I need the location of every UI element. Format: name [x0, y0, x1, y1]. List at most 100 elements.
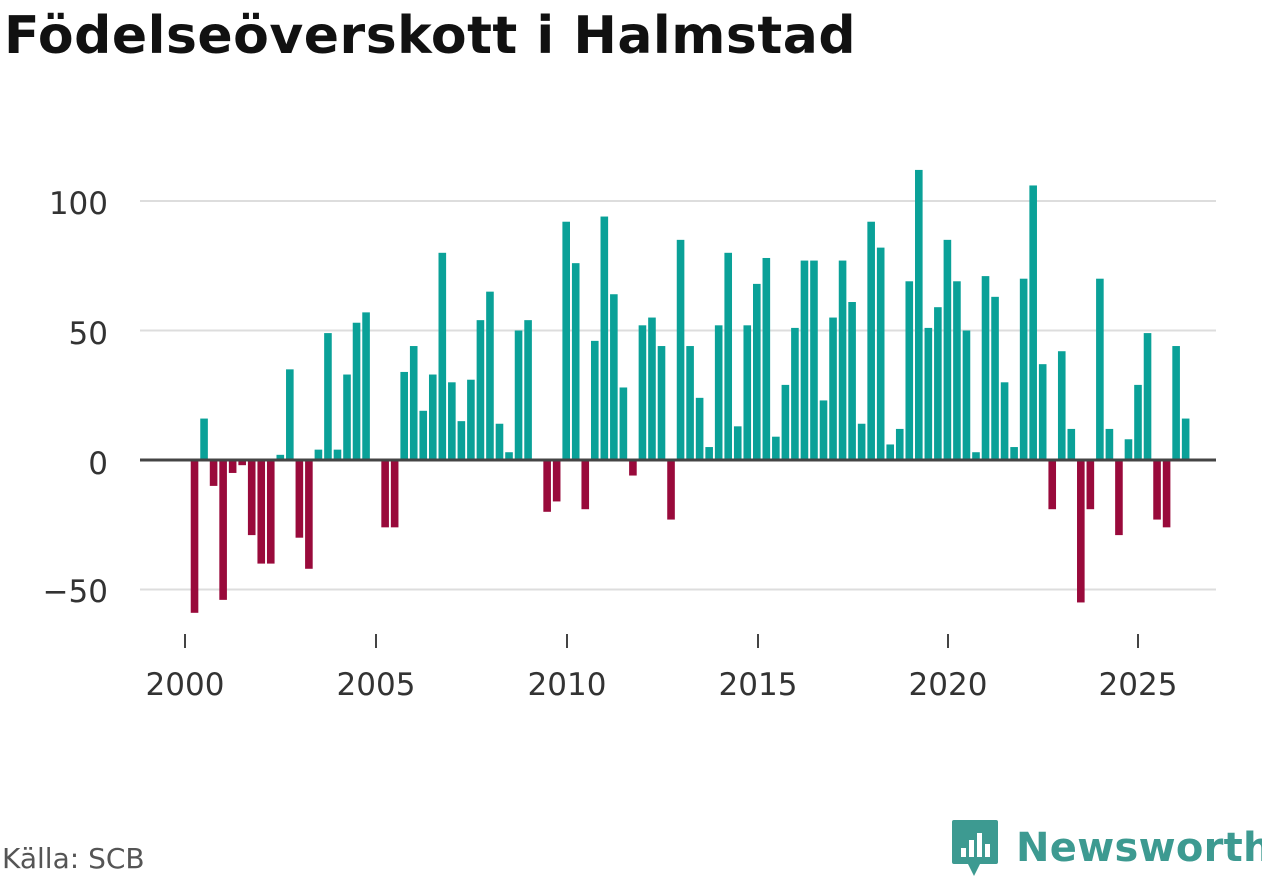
x-tick-label: 2020	[909, 667, 988, 703]
bar-positive	[352, 322, 361, 460]
bar-positive	[619, 387, 628, 460]
x-tick-label: 2005	[337, 667, 416, 703]
bar-positive	[848, 302, 856, 460]
bar-positive	[981, 276, 990, 460]
y-tick-label: 0	[88, 446, 108, 482]
bar-positive	[791, 327, 799, 460]
bar-positive	[600, 216, 609, 460]
bar-positive	[400, 371, 408, 460]
y-tick-label: 50	[69, 316, 108, 352]
bar-positive	[486, 291, 494, 460]
bar-negative	[581, 460, 590, 510]
bar-negative	[219, 460, 227, 600]
bar-positive	[1029, 185, 1037, 460]
bar-positive	[1096, 278, 1104, 460]
bar-positive	[934, 307, 942, 460]
bar-positive	[810, 260, 818, 460]
bar-positive	[991, 296, 999, 460]
brand-name: Newsworthy	[1016, 825, 1262, 871]
bar-positive	[1181, 418, 1190, 460]
bar-positive	[733, 426, 742, 460]
y-tick-label: −50	[43, 574, 108, 610]
bar-positive	[438, 252, 447, 460]
bar-positive	[448, 382, 456, 460]
bar-positive	[1134, 384, 1142, 460]
bar-positive	[943, 239, 952, 460]
bar-positive	[1019, 278, 1028, 460]
bar-positive	[1000, 382, 1009, 460]
bar-negative	[667, 460, 675, 520]
bar-positive	[753, 283, 761, 460]
bar-positive	[286, 369, 294, 460]
bar-positive	[819, 400, 828, 460]
bar-positive	[972, 452, 980, 460]
bar-negative	[247, 460, 256, 536]
bar-positive	[895, 428, 904, 460]
bar-negative	[238, 460, 246, 466]
bar-positive	[514, 330, 523, 460]
bar-chart: 100 50 0 −50 2000 2005 2010 2015 2020 20…	[43, 169, 1216, 703]
bar-positive	[562, 221, 570, 460]
bar-positive	[276, 454, 285, 460]
newsworthy-logo-icon	[952, 820, 998, 876]
bar-positive	[314, 449, 323, 460]
bar-negative	[390, 460, 399, 528]
x-tick-label: 2000	[146, 667, 225, 703]
bar-positive	[648, 317, 656, 460]
bar-positive	[200, 418, 208, 460]
bar-positive	[714, 325, 723, 460]
bar-positive	[324, 333, 332, 460]
bar-negative	[1162, 460, 1171, 528]
bar-positive	[686, 346, 694, 460]
bar-positive	[829, 317, 837, 460]
bar-negative	[1048, 460, 1057, 510]
bar-positive	[1105, 428, 1114, 460]
bar-negative	[209, 460, 218, 486]
bar-positive	[867, 221, 875, 460]
bars	[190, 169, 1190, 613]
bar-positive	[409, 346, 418, 460]
bar-negative	[1077, 460, 1085, 603]
brand-logo: Newsworthy	[950, 818, 1262, 878]
bar-negative	[552, 460, 561, 502]
bar-positive	[953, 281, 961, 460]
bar-positive	[457, 421, 466, 460]
chart-title: Födelseöverskott i Halmstad	[4, 6, 857, 66]
bar-negative	[305, 460, 313, 569]
bar-positive	[1172, 346, 1180, 460]
bar-positive	[781, 384, 790, 460]
bar-positive	[1143, 333, 1152, 460]
bar-positive	[610, 294, 618, 460]
bar-positive	[676, 239, 685, 460]
bar-positive	[343, 374, 351, 460]
x-tick-label: 2015	[719, 667, 798, 703]
bar-positive	[571, 263, 580, 460]
y-tick-label: 100	[49, 186, 108, 222]
bar-positive	[505, 452, 513, 460]
bar-positive	[838, 260, 847, 460]
bar-negative	[257, 460, 266, 564]
bar-positive	[800, 260, 809, 460]
bar-positive	[362, 312, 370, 460]
bar-positive	[638, 325, 647, 460]
bar-positive	[1057, 351, 1066, 460]
bar-negative	[629, 460, 637, 476]
bar-positive	[772, 436, 780, 460]
bar-negative	[1153, 460, 1161, 520]
bar-positive	[886, 444, 895, 460]
x-tick-label: 2010	[528, 667, 607, 703]
bar-positive	[419, 410, 428, 460]
bar-negative	[1086, 460, 1095, 510]
bar-negative	[266, 460, 275, 564]
bar-positive	[590, 340, 599, 460]
bar-positive	[1038, 364, 1047, 460]
bar-positive	[524, 320, 532, 460]
bar-negative	[295, 460, 304, 538]
bar-positive	[428, 374, 437, 460]
bar-positive	[705, 447, 713, 460]
bar-positive	[495, 423, 504, 460]
bar-positive	[1010, 447, 1018, 460]
bar-negative	[190, 460, 199, 613]
bar-positive	[857, 423, 866, 460]
bar-positive	[1067, 428, 1076, 460]
